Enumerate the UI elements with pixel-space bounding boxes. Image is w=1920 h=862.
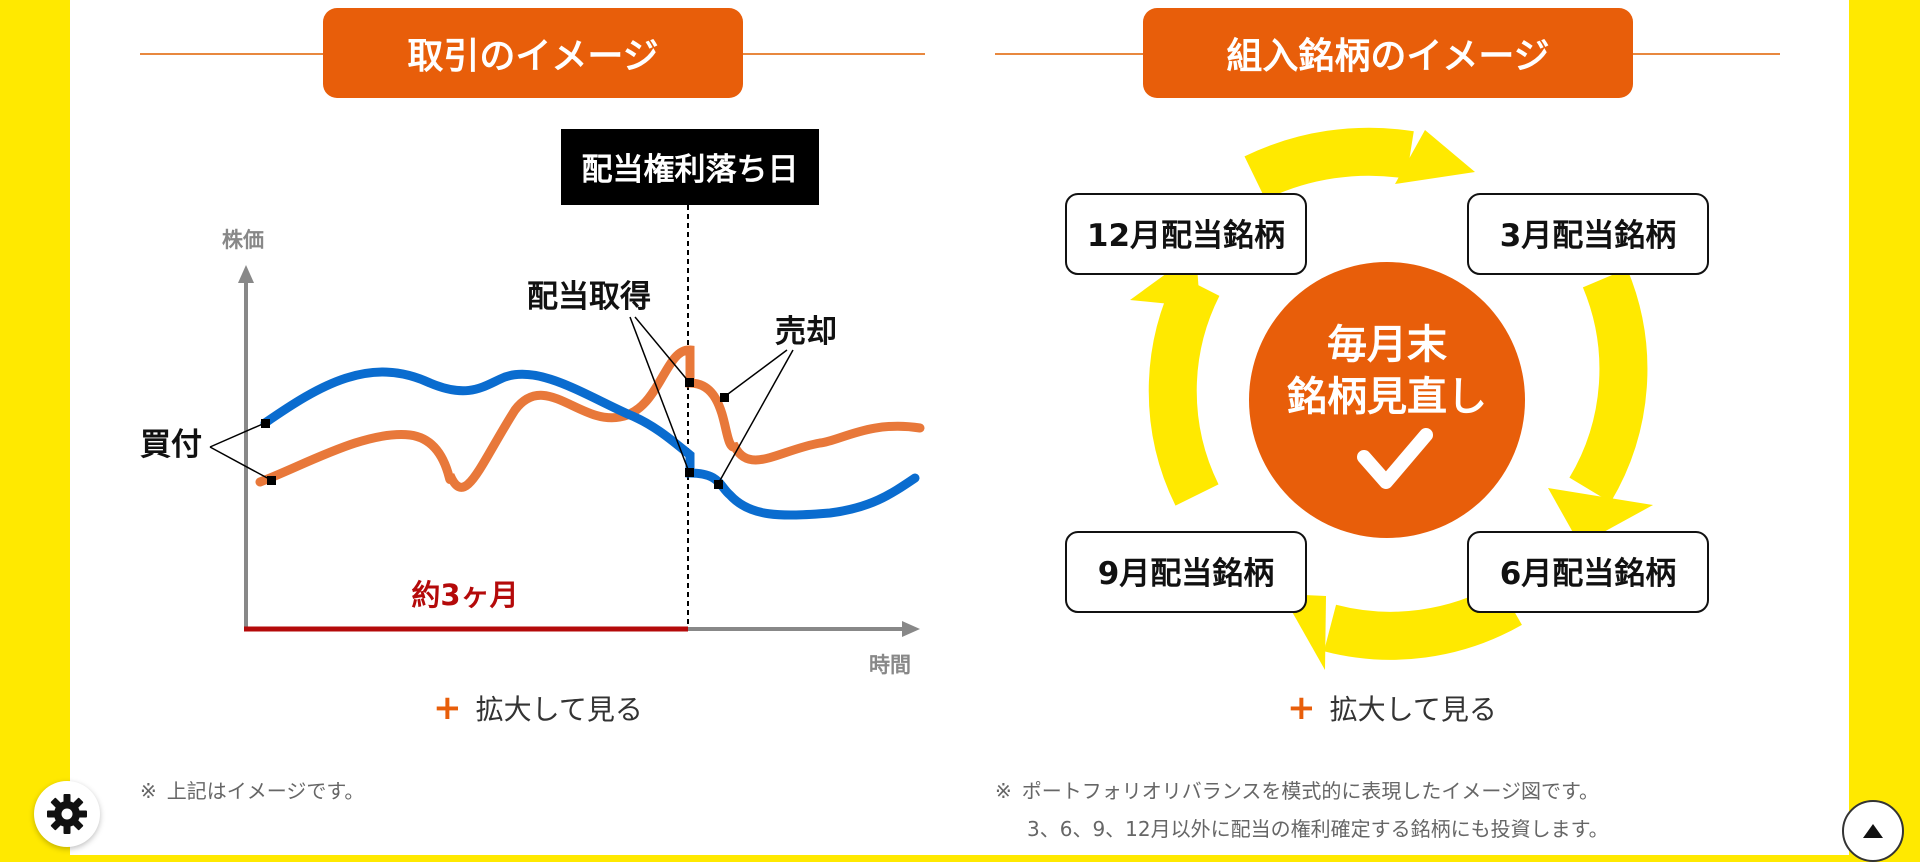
sell-pointer-lower xyxy=(717,349,794,485)
marker-div-orange xyxy=(685,378,694,387)
marker-div-blue xyxy=(685,468,694,477)
left-note-text: 上記はイメージです。 xyxy=(166,779,365,803)
dividend-pointer-upper xyxy=(634,316,690,383)
center-line2: 銘柄見直し xyxy=(1287,374,1487,420)
left-heading-rule-left xyxy=(140,53,325,55)
right-note-line1: ポートフォリオリバランスを模式的に表現したイメージ図です。 xyxy=(1021,779,1599,803)
note-mark: ※ xyxy=(140,779,157,803)
ex-dividend-label-box xyxy=(561,129,819,205)
right-enlarge-button[interactable]: + 拡大して見る xyxy=(1262,688,1522,728)
center-line1: 毎月末 xyxy=(1327,322,1447,368)
box-mar-label: 3月配当銘柄 xyxy=(1500,218,1677,254)
marker-buy-blue xyxy=(261,419,270,428)
left-enlarge-label: 拡大して見る xyxy=(475,693,643,726)
box-sep xyxy=(1065,531,1307,613)
center-circle xyxy=(1249,262,1525,538)
x-axis-label: 時間 xyxy=(869,653,911,677)
blue-price-line xyxy=(260,367,920,520)
arrow-top-head-icon xyxy=(1395,130,1475,184)
content-panel xyxy=(70,0,1849,855)
right-heading-rule-left xyxy=(995,53,1145,55)
box-mar xyxy=(1467,193,1709,275)
right-note: ※ ポートフォリオリバランスを模式的に表現したイメージ図です。 3、6、9、12月… xyxy=(995,772,1609,848)
box-dec xyxy=(1065,193,1307,275)
portfolio-cycle-diagram: 毎月末 銘柄見直し 12月配当銘柄 3月配当銘柄 9月配当銘柄 6月配当銘柄 xyxy=(1065,127,1709,670)
ex-dividend-label: 配当権利落ち日 xyxy=(582,152,799,188)
sell-label: 売却 xyxy=(775,314,837,350)
right-enlarge-label: 拡大して見る xyxy=(1329,693,1497,726)
box-sep-label: 9月配当銘柄 xyxy=(1098,556,1275,592)
orange-price-line xyxy=(255,345,925,492)
dividend-pointer-lower xyxy=(629,316,690,473)
buy-pointer-lower xyxy=(209,446,272,481)
arrow-top xyxy=(1244,127,1414,200)
sell-pointer-upper xyxy=(723,349,788,398)
box-jun-label: 6月配当銘柄 xyxy=(1500,556,1677,592)
marker-sell-blue xyxy=(714,480,723,489)
arrow-right xyxy=(1569,268,1648,503)
left-heading-rule-right xyxy=(740,53,925,55)
x-axis-arrow-icon xyxy=(902,621,920,637)
back-to-top-button[interactable] xyxy=(1842,800,1904,862)
dividend-label: 配当取得 xyxy=(527,279,651,315)
left-note: ※ 上記はイメージです。 xyxy=(140,772,364,810)
left-section-heading: 取引のイメージ xyxy=(323,8,743,98)
check-icon xyxy=(1357,428,1433,489)
arrow-left xyxy=(1148,274,1220,506)
right-section-heading: 組入銘柄のイメージ xyxy=(1143,8,1633,98)
y-axis-arrow-icon xyxy=(238,265,254,283)
trade-image-diagram: 配当権利落ち日 株価 時間 約3ヶ月 買付 配当取得 売却 xyxy=(140,129,925,677)
buy-pointer-upper xyxy=(209,422,266,448)
marker-buy-orange xyxy=(267,476,276,485)
left-enlarge-button[interactable]: + 拡大して見る xyxy=(408,688,668,728)
arrow-bottom xyxy=(1323,582,1522,660)
arrow-right-head-icon xyxy=(1548,488,1653,545)
gear-icon xyxy=(47,794,87,834)
right-heading-rule-right xyxy=(1625,53,1780,55)
box-dec-label: 12月配当銘柄 xyxy=(1087,218,1285,254)
note-mark: ※ xyxy=(995,779,1012,803)
buy-label: 買付 xyxy=(140,427,202,463)
period-label: 約3ヶ月 xyxy=(411,578,518,612)
plus-icon: + xyxy=(433,688,462,728)
box-jun xyxy=(1467,531,1709,613)
arrow-up-icon xyxy=(1863,824,1883,838)
settings-button[interactable] xyxy=(34,781,100,847)
right-note-line2: 3、6、9、12月以外に配当の権利確定する銘柄にも投資します。 xyxy=(1027,817,1609,841)
plus-icon: + xyxy=(1287,688,1316,728)
y-axis-label: 株価 xyxy=(222,228,264,252)
